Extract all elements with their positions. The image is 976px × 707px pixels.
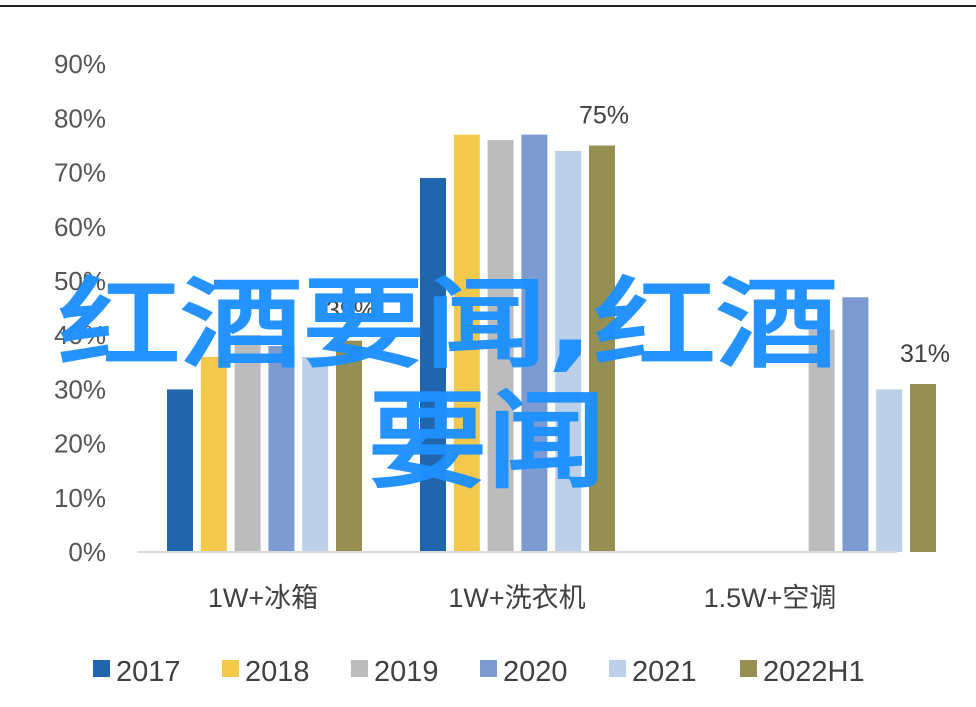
- y-tick-label: 10%: [54, 483, 106, 513]
- data-label: 75%: [579, 102, 629, 130]
- bar-2-2021: [876, 389, 903, 552]
- data-label: 39%: [326, 297, 376, 325]
- y-tick-label: 40%: [54, 320, 106, 350]
- legend-entry: 2020: [503, 656, 568, 688]
- bar-2-2022H1: [910, 383, 936, 552]
- y-tick-label: 70%: [54, 158, 106, 188]
- category-label: 1.5W+空调: [704, 583, 837, 613]
- bar-0-2021: [302, 356, 329, 552]
- top-border-line: [0, 5, 976, 7]
- y-tick-label: 90%: [54, 49, 106, 79]
- bar-0-2022H1: [336, 340, 362, 552]
- bar-0-2019: [234, 335, 261, 552]
- legend-entry: 2017: [116, 656, 181, 688]
- watermark: 红酒要闻,红酒 要闻: [58, 268, 838, 503]
- bar-1-2022H1: [589, 145, 615, 552]
- bar-1-2021: [555, 150, 582, 553]
- y-tick-label: 0%: [68, 537, 106, 567]
- bars: [167, 134, 936, 553]
- y-tick-label: 20%: [54, 429, 106, 459]
- category-label: 1W+冰箱: [208, 583, 318, 613]
- legend-swatch: [740, 660, 757, 677]
- bar-1-2018: [453, 134, 480, 552]
- bar-1-2020: [521, 134, 548, 552]
- y-tick-label: 50%: [54, 266, 106, 296]
- legend-swatch: [351, 660, 368, 677]
- bar-2-2019: [808, 329, 835, 552]
- bar-0-2020: [268, 346, 295, 552]
- y-axis-ticks: 0% 10% 20% 30% 40% 50% 60% 70% 80% 90%: [54, 49, 106, 567]
- y-tick-label: 30%: [54, 374, 106, 404]
- bar-1-2019: [487, 140, 514, 552]
- data-labels: 39% 75% 31%: [326, 102, 950, 368]
- bar-0-2017: [167, 389, 193, 552]
- legend-swatch: [222, 660, 239, 677]
- bar-2-2020: [842, 297, 869, 552]
- watermark-line-2: 要闻: [368, 380, 606, 503]
- y-tick-label: 60%: [54, 212, 106, 242]
- legend-entry: 2021: [632, 656, 697, 688]
- legend-entry: 2018: [245, 656, 310, 688]
- bar-0-2018: [200, 356, 227, 552]
- y-tick-label: 80%: [54, 103, 106, 133]
- x-axis-categories: 1W+冰箱 1W+洗衣机 1.5W+空调: [208, 583, 837, 613]
- data-label: 31%: [900, 340, 950, 368]
- legend-swatch: [609, 660, 626, 677]
- category-label: 1W+洗衣机: [448, 583, 585, 613]
- bar-1-2017: [420, 178, 446, 552]
- watermark-line-1: 红酒要闻,红酒: [58, 268, 838, 382]
- legend-swatch: [93, 660, 110, 677]
- legend-entry: 2019: [374, 656, 439, 688]
- legend-swatch: [480, 660, 497, 677]
- legend-entry: 2022H1: [763, 656, 865, 688]
- legend: 2017 2018 2019 2020 2021 2022H1: [93, 656, 865, 688]
